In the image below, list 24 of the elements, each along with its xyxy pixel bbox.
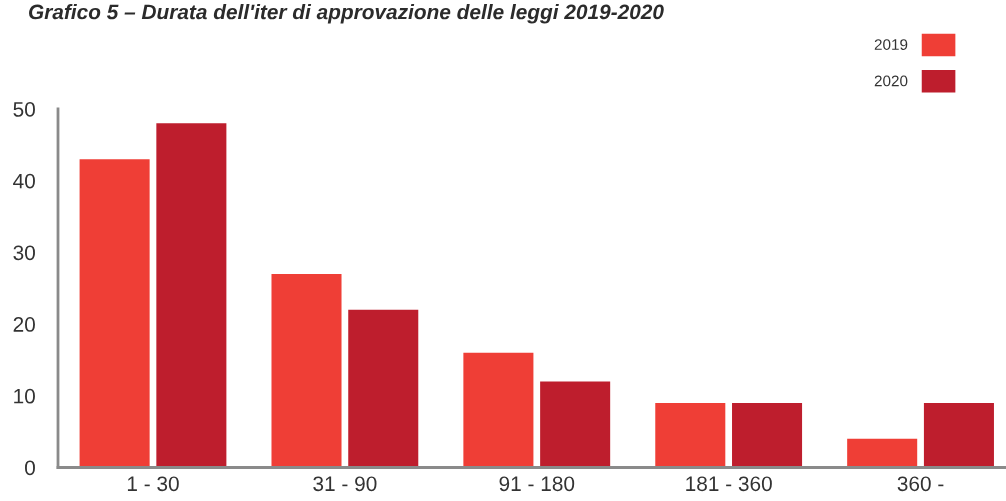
bar <box>156 123 227 468</box>
bar <box>79 159 150 468</box>
x-tick-label: 31 - 90 <box>313 476 377 492</box>
x-tick-label: 181 - 360 <box>686 476 772 492</box>
y-tick-label: 30 <box>13 245 35 261</box>
y-tick-label: 50 <box>13 102 35 117</box>
bar <box>655 402 726 468</box>
x-tick-label: 91 - 180 <box>499 476 575 492</box>
bar <box>732 402 803 468</box>
bar <box>271 273 342 468</box>
bar <box>923 402 994 468</box>
bar <box>847 438 918 468</box>
bar <box>348 309 419 468</box>
x-tick-label: 360 - <box>897 476 944 492</box>
y-tick-label: 40 <box>13 173 35 189</box>
legend-label: 2019 <box>874 39 908 50</box>
y-tick-label: 0 <box>25 460 35 476</box>
y-tick-label: 20 <box>13 317 35 332</box>
x-tick-label: 1 - 30 <box>127 476 179 492</box>
y-tick-label: 10 <box>14 388 35 404</box>
chart-title: Grafico 5 – Durata dell'iter di approvazione delle leggi 2019-2020 <box>29 4 664 24</box>
bar <box>463 352 534 468</box>
bar <box>540 381 611 468</box>
legend-label: 2020 <box>874 75 908 87</box>
